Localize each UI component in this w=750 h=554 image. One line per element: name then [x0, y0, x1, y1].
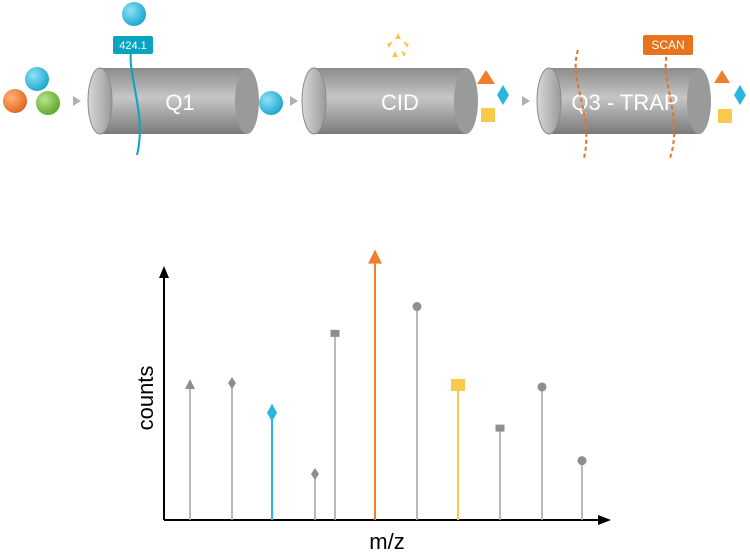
peak-marker-circle: [577, 456, 587, 466]
scan-line-left: [574, 49, 588, 159]
peak-marker-circle: [412, 302, 422, 312]
peaks: [185, 249, 587, 520]
stage-label: Q3 - TRAP: [571, 90, 678, 115]
orange-ion-icon: [3, 89, 27, 113]
diamond-fragment-icon: [734, 85, 746, 105]
peak-marker-square: [495, 424, 505, 432]
flow-arrow-icon: [290, 96, 298, 106]
stage-q1: Q1: [87, 67, 259, 135]
x-axis-label: m/z: [369, 529, 404, 554]
stage-q3-trap: Q3 - TRAP: [536, 67, 711, 135]
peak-marker-square: [330, 329, 340, 337]
transmitted-ion-icon: [259, 91, 283, 115]
selected-ion-icon: [122, 2, 146, 26]
mass-tag-label: 424.1: [119, 40, 147, 52]
output-ions: [714, 70, 746, 123]
y-axis-label: counts: [133, 366, 158, 431]
mass-tag: [113, 36, 153, 54]
triangle-fragment-icon: [477, 70, 495, 84]
peak-marker-circle: [537, 382, 547, 392]
input-ions: [3, 67, 60, 115]
scan-tag: [643, 35, 693, 55]
flow-arrow-icon: [73, 96, 81, 106]
stage-label: CID: [381, 90, 419, 115]
spectrum-chart: counts m/z: [133, 249, 611, 554]
stage-label: Q1: [165, 90, 194, 115]
triangle-fragment-icon: [714, 70, 730, 83]
peak-marker-diamond: [228, 377, 236, 390]
square-fragment-icon: [718, 109, 732, 123]
scan-tag-label: SCAN: [651, 38, 684, 52]
peak-marker-triangle: [368, 249, 382, 264]
peak-marker-diamond: [267, 403, 277, 422]
peak-marker-square: [451, 379, 465, 392]
peak-marker-triangle: [185, 378, 195, 389]
scan-line-right: [664, 49, 676, 159]
diamond-fragment-icon: [497, 85, 509, 105]
square-fragment-icon: [481, 108, 495, 122]
flow-arrow-icon: [522, 96, 530, 106]
stage-cid: CID: [301, 67, 478, 135]
green-ion-icon: [36, 91, 60, 115]
cyan-ion-icon: [25, 67, 49, 91]
fragmentation-burst-icon: [387, 33, 409, 57]
x-axis-arrow-icon: [598, 515, 611, 525]
peak-marker-diamond: [311, 468, 319, 481]
y-axis-arrow-icon: [159, 266, 169, 278]
fragment-ions: [477, 70, 509, 122]
